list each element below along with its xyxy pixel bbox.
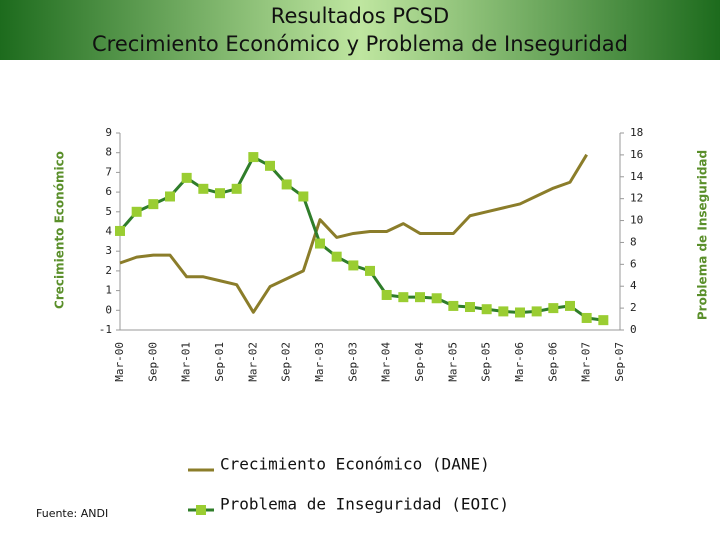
marker [565,300,575,311]
y-tick-label: 4 [105,225,112,238]
marker [481,304,492,315]
marker [331,251,342,262]
x-tick-label: Mar-03 [313,342,326,382]
marker [181,172,192,183]
y2-tick-label: 18 [630,126,643,139]
x-tick-label: Sep-02 [280,342,293,382]
chart-title: Resultados PCSD [271,4,449,28]
marker [515,307,525,318]
y-tick-label: 6 [105,185,112,198]
marker [365,265,375,276]
x-tick-label: Sep-00 [146,342,159,382]
marker [198,183,209,194]
y2-tick-label: 8 [630,235,637,248]
x-tick-label: Sep-04 [413,342,426,382]
x-tick-label: Mar-07 [580,342,593,382]
marker [581,312,592,323]
marker [298,191,309,202]
marker [531,306,542,317]
series-line [119,153,588,314]
legend-label: Problema de Inseguridad (EOIC) [220,495,509,514]
marker [448,300,459,311]
chart-subtitle: Crecimiento Económico y Problema de Inse… [92,32,628,56]
series-line [118,155,604,322]
x-tick-label: Sep-01 [213,342,226,382]
y2-tick-label: 2 [630,301,637,314]
marker [248,152,259,163]
y-tick-label: 0 [105,303,112,316]
marker [465,302,475,313]
marker [231,183,242,194]
marker [215,188,225,199]
y-tick-label: 8 [105,146,112,159]
y2-tick-label: 0 [630,323,637,336]
marker [348,260,359,271]
y2-axis-label: Problema de Inseguridad [696,150,710,320]
y-tick-label: 3 [105,244,112,257]
marker [315,238,325,249]
marker [148,199,159,210]
legend-marker [196,505,206,515]
y-tick-label: 2 [105,264,112,277]
x-tick-label: Mar-06 [513,342,526,382]
marker [415,292,425,303]
x-tick-label: Sep-03 [346,342,359,382]
marker [498,306,509,317]
y-tick-label: 1 [105,284,112,297]
y2-tick-label: 16 [630,148,643,161]
y-tick-label: 9 [105,126,112,139]
marker [115,225,125,236]
y2-tick-label: 6 [630,257,637,270]
y-tick-label: 5 [105,205,112,218]
x-tick-label: Mar-04 [380,342,393,382]
x-tick-label: Sep-07 [613,342,626,382]
x-tick-label: Mar-01 [180,342,193,382]
y2-tick-label: 12 [630,192,643,205]
x-tick-label: Sep-05 [480,342,493,382]
marker [131,206,142,217]
marker [281,179,292,190]
y-tick-label: 7 [105,165,112,178]
marker [548,303,559,314]
marker [265,160,275,171]
x-tick-label: Mar-05 [446,342,459,382]
y-axis-label: Crecimiento Económico [53,151,67,309]
legend-label: Crecimiento Económico (DANE) [220,455,490,474]
y2-tick-label: 14 [630,170,644,183]
x-tick-label: Sep-06 [546,342,559,382]
y-tick-label: -1 [99,323,112,336]
x-tick-label: Mar-02 [246,342,259,382]
marker [598,315,609,326]
marker [165,191,175,202]
marker [381,289,392,300]
y2-tick-label: 10 [630,214,643,227]
marker [398,292,409,303]
marker [431,293,442,304]
title-bar [0,0,720,60]
y2-tick-label: 4 [630,279,637,292]
source: Fuente: ANDI [36,507,108,520]
x-tick-label: Mar-00 [113,342,126,382]
